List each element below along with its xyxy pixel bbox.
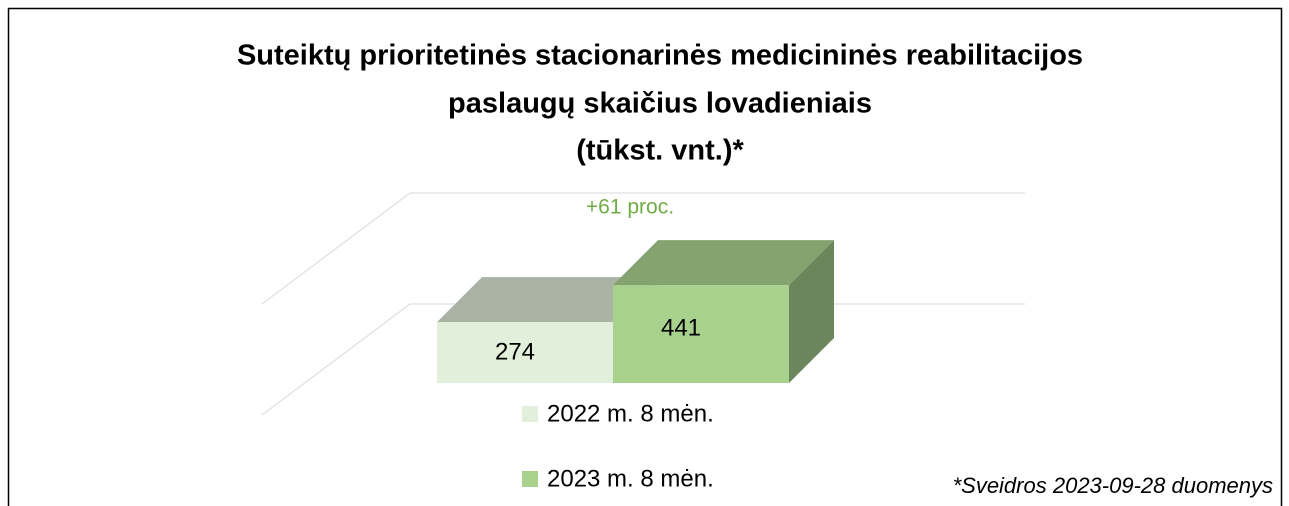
chart-title: Suteiktų prioritetinės stacionarinės med… [237, 40, 1083, 72]
grid-line [261, 192, 1025, 305]
bar [437, 322, 613, 383]
chart-title: (tūkst. vnt.)* [576, 135, 744, 167]
annotation: +61 proc. [586, 196, 674, 219]
footnote: *Sveidros 2023-09-28 duomenys [953, 473, 1273, 498]
data-label: 274 [495, 339, 535, 366]
legend-swatch [522, 406, 538, 422]
bar-top [613, 240, 834, 286]
bar [613, 285, 789, 383]
bar-top [437, 277, 658, 323]
data-label: 441 [661, 314, 701, 341]
legend-label: 2022 m. 8 mėn. [547, 400, 714, 427]
legend-swatch [522, 471, 538, 487]
frame [7, 7, 1283, 506]
chart-title: paslaugų skaičius lovadieniais [448, 88, 872, 120]
bar-side [789, 240, 834, 383]
legend-label: 2023 m. 8 mėn. [547, 465, 714, 492]
